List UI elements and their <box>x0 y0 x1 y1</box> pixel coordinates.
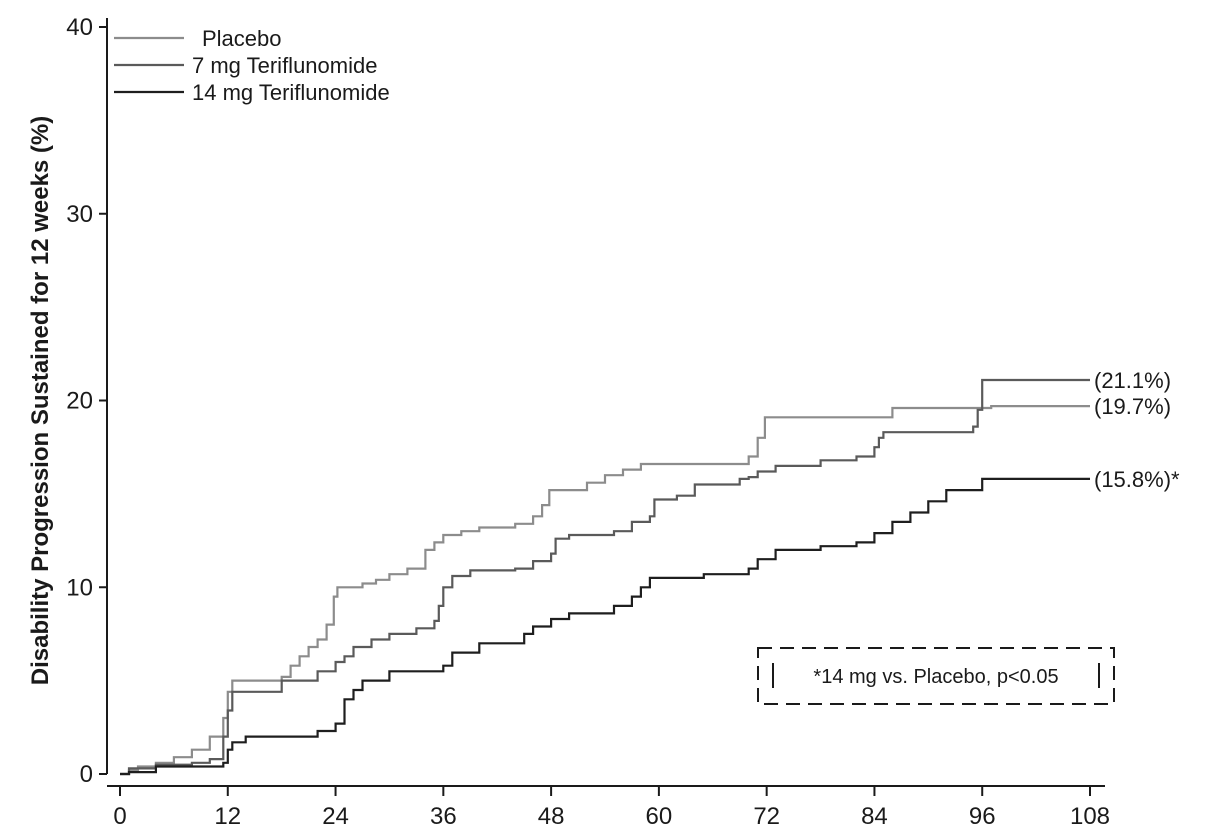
legend-label: 7 mg Teriflunomide <box>192 53 377 78</box>
x-tick-label: 36 <box>430 803 457 830</box>
end-labels: (19.7%)(21.1%) (15.8%)* <box>1094 368 1180 492</box>
y-ticks: 0 10 20 30 40 <box>66 14 107 788</box>
series-lines <box>120 378 1090 776</box>
y-tick-label: 20 <box>66 388 93 415</box>
y-tick-label: 40 <box>66 14 93 41</box>
x-tick-label: 60 <box>646 803 673 830</box>
axes: 0 10 20 30 40 0 12 24 36 48 60 72 84 96 108 <box>66 14 1110 830</box>
x-tick-label: 24 <box>322 803 349 830</box>
x-tick-label: 12 <box>214 803 241 830</box>
series-line-2 <box>120 378 1090 776</box>
series-line-1 <box>120 405 1090 776</box>
x-tick-label: 72 <box>753 803 780 830</box>
series-end-label: (21.1%) <box>1094 368 1171 393</box>
y-tick-label: 30 <box>66 201 93 228</box>
x-tick-label: 0 <box>113 803 126 830</box>
y-axis-label: Disability Progression Sustained for 12 … <box>27 116 54 686</box>
x-tick-label: 96 <box>969 803 996 830</box>
legend-label: Placebo <box>202 26 282 51</box>
annotation-text: *14 mg vs. Placebo, p<0.05 <box>813 666 1058 688</box>
series-end-label: (15.8%)* <box>1094 467 1180 492</box>
x-tick-label: 84 <box>861 803 888 830</box>
x-tick-label: 48 <box>538 803 565 830</box>
legend-label: 14 mg Teriflunomide <box>192 80 390 105</box>
annotation-box: *14 mg vs. Placebo, p<0.05 <box>757 647 1115 705</box>
y-tick-label: 0 <box>80 761 93 788</box>
x-tick-label: 108 <box>1070 803 1110 830</box>
y-tick-label: 10 <box>66 574 93 601</box>
x-ticks: 0 12 24 36 48 60 72 84 96 108 <box>113 786 1110 830</box>
series-line-3 <box>120 477 1090 776</box>
series-end-label: (19.7%) <box>1094 394 1171 419</box>
